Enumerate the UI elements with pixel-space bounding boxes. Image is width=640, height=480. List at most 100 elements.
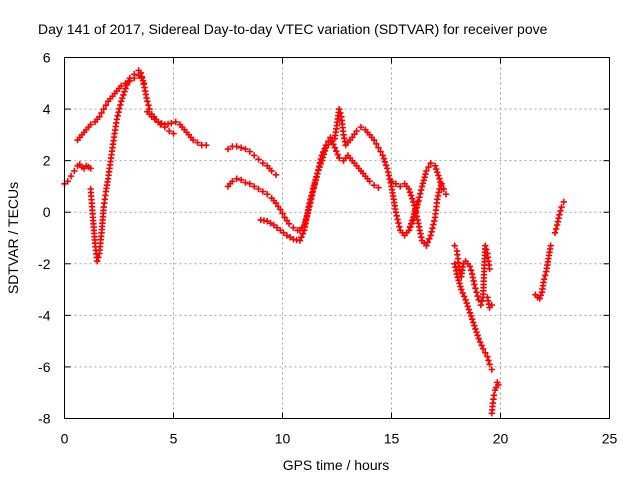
data-point xyxy=(119,94,126,102)
x-tick-label: 20 xyxy=(493,431,509,447)
data-point xyxy=(482,242,489,249)
data-point xyxy=(537,292,545,299)
data-point xyxy=(541,272,549,279)
chart-title: Day 141 of 2017, Sidereal Day-to-day VTE… xyxy=(38,21,548,37)
series-segment-12 xyxy=(451,260,495,373)
data-point xyxy=(144,98,151,105)
data-point xyxy=(471,281,478,288)
data-point xyxy=(407,192,415,199)
data-point xyxy=(203,141,210,149)
data-point xyxy=(421,173,428,181)
data-point xyxy=(307,199,314,206)
data-point xyxy=(428,228,435,236)
data-point xyxy=(87,121,94,128)
data-point xyxy=(194,139,201,146)
data-point xyxy=(281,214,288,221)
x-tick-label: 10 xyxy=(275,431,291,447)
data-point xyxy=(417,186,425,194)
y-tick-label: -4 xyxy=(38,307,51,323)
data-point xyxy=(454,273,461,281)
data-point xyxy=(414,201,421,208)
data-point xyxy=(242,179,249,186)
data-point xyxy=(123,81,131,89)
data-point xyxy=(435,172,442,179)
data-point xyxy=(465,306,473,313)
data-point xyxy=(451,242,458,249)
data-point xyxy=(115,108,122,116)
data-point xyxy=(467,312,475,320)
x-tick-label: 25 xyxy=(602,431,618,447)
data-point xyxy=(434,169,441,176)
series-segment-13 xyxy=(484,294,495,311)
data-point xyxy=(255,185,262,193)
data-point xyxy=(377,148,384,155)
data-point xyxy=(475,335,482,342)
data-point xyxy=(442,190,450,198)
data-point xyxy=(423,242,430,249)
data-point xyxy=(431,162,439,169)
data-point xyxy=(321,147,329,155)
data-point xyxy=(415,197,422,205)
data-point xyxy=(410,213,418,221)
y-tick-label: 2 xyxy=(43,153,51,169)
data-point xyxy=(277,227,284,234)
data-point xyxy=(483,246,490,253)
data-point xyxy=(393,212,400,220)
data-point xyxy=(453,270,461,278)
plot-frame xyxy=(64,57,610,419)
data-point xyxy=(381,158,389,166)
data-point xyxy=(476,338,484,346)
data-point xyxy=(96,113,103,121)
data-point xyxy=(558,203,565,211)
data-point xyxy=(246,180,253,188)
data-point xyxy=(477,301,485,309)
data-point xyxy=(272,171,280,179)
data-point xyxy=(478,297,486,305)
data-point xyxy=(98,109,105,117)
data-point xyxy=(380,155,388,162)
data-point xyxy=(417,190,424,197)
data-point xyxy=(397,183,404,190)
data-point xyxy=(471,322,478,329)
data-point xyxy=(370,181,378,189)
data-point xyxy=(318,157,325,164)
data-point xyxy=(267,219,274,227)
data-point xyxy=(413,204,420,211)
data-point xyxy=(305,206,312,213)
x-tick-label: 15 xyxy=(384,431,400,447)
data-point xyxy=(560,198,567,206)
data-point xyxy=(298,233,305,241)
data-point xyxy=(373,140,380,148)
data-point xyxy=(375,144,382,151)
data-points xyxy=(61,67,567,417)
data-point xyxy=(325,141,332,148)
y-tick-label: 4 xyxy=(43,101,51,117)
data-point xyxy=(302,215,310,223)
data-point xyxy=(473,328,480,336)
data-point xyxy=(299,230,307,237)
data-point xyxy=(392,180,400,188)
data-point xyxy=(264,218,271,225)
data-point xyxy=(304,209,311,216)
data-point xyxy=(408,220,416,227)
data-point xyxy=(308,195,315,203)
data-point xyxy=(486,265,493,273)
data-point xyxy=(170,130,177,137)
data-point xyxy=(540,276,548,283)
data-point xyxy=(431,217,438,225)
data-point xyxy=(424,239,432,246)
data-point xyxy=(311,181,318,188)
data-point xyxy=(396,223,403,230)
data-point xyxy=(237,144,245,151)
data-point xyxy=(255,156,262,163)
data-point xyxy=(466,263,474,270)
grid xyxy=(64,57,610,419)
data-point xyxy=(283,217,291,224)
data-point xyxy=(425,163,432,171)
data-point xyxy=(301,218,309,226)
data-point xyxy=(464,303,471,310)
data-point xyxy=(405,185,413,193)
data-point xyxy=(137,69,144,77)
data-point xyxy=(475,296,482,304)
data-point xyxy=(488,301,495,309)
